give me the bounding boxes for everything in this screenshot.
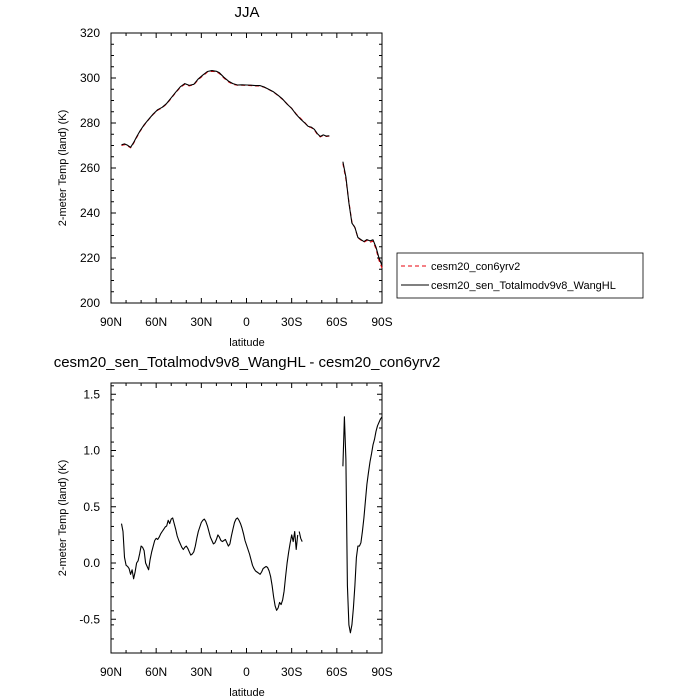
legend: cesm20_con6yrv2 cesm20_sen_Totalmodv9v8_… <box>396 252 644 299</box>
y-tick-label: 280 <box>80 116 100 130</box>
x-tick-label: 30N <box>190 665 212 679</box>
y-tick-label: 240 <box>80 206 100 220</box>
x-tick-label: 30N <box>190 315 212 329</box>
difference-line <box>120 517 299 611</box>
cesm20-con6yrv2-line <box>342 163 383 269</box>
y-axis-label: 2-meter Temp (land) (K) <box>57 110 69 227</box>
y-tick-label: 320 <box>80 26 100 40</box>
chart-title: JJA <box>234 4 259 21</box>
y-tick-label: 200 <box>80 296 100 310</box>
difference-panel: cesm20_sen_Totalmodv9v8_WangHL - cesm20_… <box>54 354 441 699</box>
y-axis-label: 2-meter Temp (land) (K) <box>57 460 69 577</box>
legend-label-con6yrv2: cesm20_con6yrv2 <box>431 261 520 273</box>
cesm20-sen-totalmodv9v8-wanghl-line <box>121 70 330 148</box>
x-tick-label: 90N <box>100 665 122 679</box>
chart-title: cesm20_sen_Totalmodv9v8_WangHL - cesm20_… <box>54 354 441 371</box>
y-tick-label: 0.0 <box>83 556 100 570</box>
legend-box <box>396 252 644 299</box>
legend-label-sen-totalmod: cesm20_sen_Totalmodv9v8_WangHL <box>431 280 616 292</box>
x-tick-label: 90S <box>371 665 392 679</box>
y-tick-label: 1.5 <box>83 387 100 401</box>
x-tick-label: 0 <box>243 665 250 679</box>
y-tick-label: 300 <box>80 71 100 85</box>
x-tick-label: 90N <box>100 315 122 329</box>
series-lines <box>121 70 383 269</box>
x-tick-label: 30S <box>281 665 302 679</box>
x-tick-label: 0 <box>243 315 250 329</box>
temperature-panel: JJA 90N 60N 30N 0 30S 60S 90S 200 220 240 260 280 30… <box>57 4 644 349</box>
plot-frame <box>110 382 383 654</box>
x-tick-label: 90S <box>371 315 392 329</box>
series-lines <box>120 416 383 634</box>
axis-ticks: 90N 60N 30N 0 30S 60S 90S -0.5 0.0 0.5 1.0 1.5 <box>79 383 393 679</box>
x-tick-label: 60N <box>145 315 167 329</box>
y-tick-label: 0.5 <box>83 500 100 514</box>
y-tick-label: -0.5 <box>79 612 100 626</box>
y-tick-label: 1.0 <box>83 444 100 458</box>
axis-ticks: 90N 60N 30N 0 30S 60S 90S 200 220 240 260 280 300 320 <box>80 26 393 329</box>
cesm20-sen-totalmodv9v8-wanghl-line <box>342 161 383 266</box>
plot-frame <box>110 32 383 304</box>
y-tick-label: 260 <box>80 161 100 175</box>
y-tick-label: 220 <box>80 251 100 265</box>
difference-line <box>342 416 383 634</box>
difference-line <box>298 531 303 542</box>
cesm20-con6yrv2-line <box>121 70 330 149</box>
x-axis-label: latitude <box>229 687 264 699</box>
x-tick-label: 30S <box>281 315 302 329</box>
x-tick-label: 60S <box>326 315 347 329</box>
x-axis-label: latitude <box>229 337 264 349</box>
x-tick-label: 60S <box>326 665 347 679</box>
x-tick-label: 60N <box>145 665 167 679</box>
